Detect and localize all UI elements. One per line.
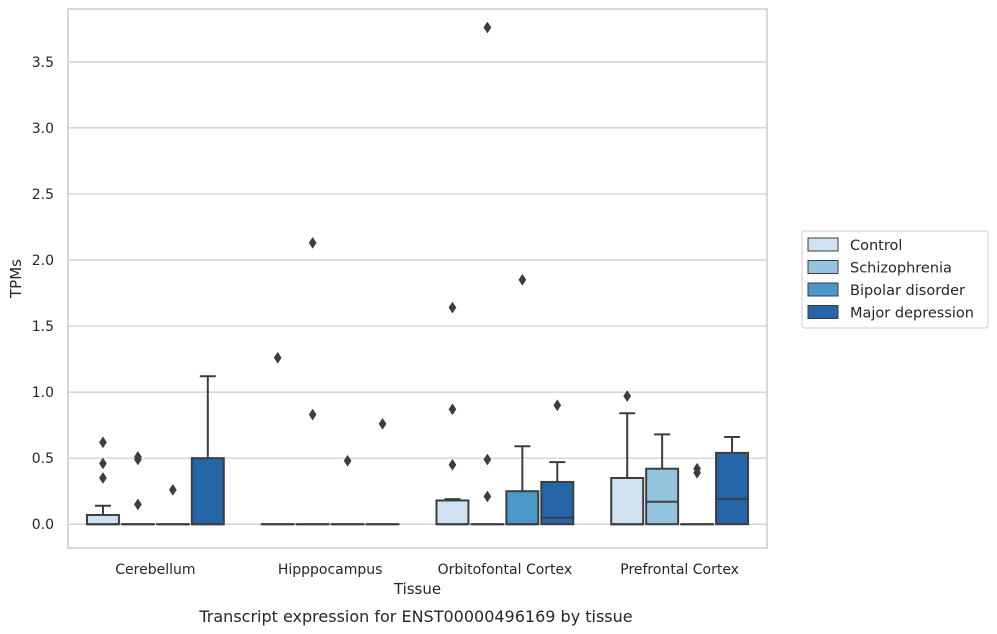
box-bipolar-disorder: [330, 454, 365, 526]
box-control: [260, 351, 295, 526]
outlier-point: [483, 21, 492, 34]
outlier-point: [308, 236, 317, 249]
gridlines: [68, 61, 767, 525]
outlier-point: [448, 301, 457, 314]
outlier-point: [483, 453, 492, 466]
box-control: [610, 390, 645, 526]
y-tick-label: 2.0: [32, 253, 54, 269]
box-iqr: [610, 476, 645, 526]
box-iqr: [715, 451, 750, 526]
x-tick-label: Hipppocampus: [278, 562, 383, 578]
outlier-point: [448, 403, 457, 416]
y-tick-label: 0.5: [32, 451, 54, 467]
y-tick-label: 1.5: [32, 319, 54, 335]
box-major-depression: [365, 417, 400, 526]
box-iqr: [645, 467, 680, 526]
legend-swatch: [807, 305, 839, 319]
x-tick-label: Prefrontal Cortex: [620, 562, 739, 578]
outlier-point: [99, 457, 107, 470]
legend-swatch: [807, 282, 839, 297]
outlier-point: [343, 454, 352, 467]
y-tick-label: 0.0: [32, 517, 54, 533]
box-iqr: [190, 457, 225, 526]
box-iqr: [505, 490, 540, 526]
legend-frame: [801, 230, 989, 329]
box-iqr: [85, 513, 120, 526]
outlier-point: [99, 436, 107, 449]
box-major-depression: [540, 399, 575, 526]
y-axis-ticks: 0.0 0.5 1.0 1.5 2.0 2.5 3.0 3.5: [32, 55, 54, 533]
outlier-point: [134, 498, 142, 511]
y-tick-label: 3.0: [32, 121, 54, 137]
y-tick-label: 3.5: [32, 55, 54, 71]
box-schizophrenia: [120, 450, 155, 526]
outlier-point: [553, 399, 562, 412]
x-axis-label: Tissue: [393, 580, 441, 598]
legend-label: Major depression: [850, 306, 974, 322]
legend: Control Schizophrenia Bipolar disorder Majo…: [801, 230, 989, 329]
y-tick-label: 2.5: [32, 187, 54, 203]
box-iqr: [435, 499, 470, 526]
x-axis-ticks: Cerebellum Hipppocampus Orbitofontal Corte…: [115, 562, 739, 578]
box-bipolar-disorder: [680, 462, 715, 526]
outlier-point: [623, 390, 632, 403]
outlier-point: [448, 458, 457, 471]
x-tick-label: Orbitofontal Cortex: [438, 562, 573, 578]
box-control: [435, 301, 470, 526]
box-plot-boxes: [85, 21, 750, 526]
box-bipolar-disorder: [505, 273, 540, 526]
x-tick-label: Cerebellum: [115, 562, 195, 578]
legend-label: Control: [850, 238, 902, 254]
box-major-depression: [190, 375, 225, 526]
outlier-point: [483, 490, 492, 503]
legend-label: Schizophrenia: [850, 261, 952, 277]
y-tick-label: 1.0: [32, 385, 54, 401]
outlier-point: [693, 466, 701, 479]
box-major-depression: [715, 436, 750, 526]
box-control: [85, 436, 120, 526]
legend-swatch: [807, 237, 839, 252]
plot-area-frame: [67, 8, 768, 549]
outlier-point: [518, 273, 527, 286]
legend-swatch: [807, 260, 839, 274]
outlier-point: [99, 472, 107, 484]
box-schizophrenia: [470, 21, 505, 526]
box-schizophrenia: [645, 433, 680, 526]
box-bipolar-disorder: [155, 483, 190, 526]
outlier-point: [273, 351, 282, 364]
outlier-point: [308, 408, 317, 421]
outlier-point: [134, 453, 142, 466]
chart-caption: Transcript expression for ENST0000049616…: [198, 607, 632, 626]
box-schizophrenia: [295, 236, 330, 526]
outlier-point: [168, 483, 177, 496]
y-axis-label: TPMs: [7, 259, 25, 299]
outlier-point: [378, 417, 387, 430]
legend-label: Bipolar disorder: [850, 283, 965, 299]
